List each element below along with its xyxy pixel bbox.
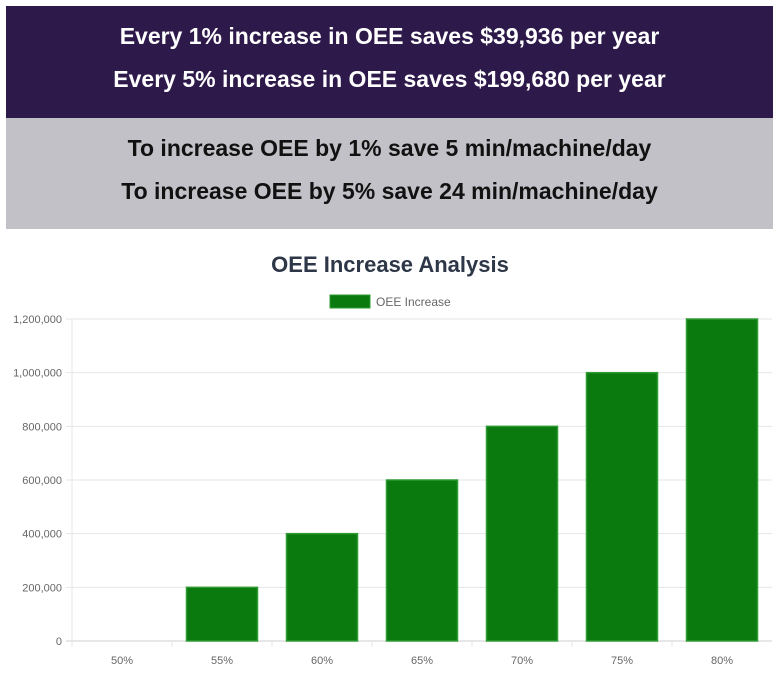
x-tick-label: 70% [511, 655, 533, 667]
savings-per-1-percent-text: Every 1% increase in OEE saves $39,936 p… [119, 23, 660, 49]
y-tick-label: 200,000 [22, 582, 62, 594]
x-tick-label: 50% [111, 655, 133, 667]
bar-75pct[interactable] [585, 371, 659, 642]
legend-swatch[interactable] [329, 294, 371, 309]
oee-chart: OEE Increase Analysis OEE Increase 0 200,… [0, 236, 780, 678]
y-tick-label: 1,000,000 [13, 368, 62, 380]
time-savings-banner: To increase OEE by 1% save 5 min/machine… [6, 118, 773, 229]
chart-legend[interactable]: OEE Increase [329, 294, 451, 309]
time-to-increase-1-percent-text: To increase OEE by 1% save 5 min/machine… [127, 135, 652, 161]
x-tick-label: 75% [611, 655, 633, 667]
bar-55pct[interactable] [185, 586, 259, 642]
bar-80pct[interactable] [685, 318, 759, 642]
legend-label[interactable]: OEE Increase [376, 295, 451, 309]
x-tick-label: 80% [711, 655, 733, 667]
y-tick-label: 800,000 [22, 421, 62, 433]
chart-title: OEE Increase Analysis [271, 252, 509, 277]
y-tick-label: 400,000 [22, 529, 62, 541]
time-to-increase-5-percent-text: To increase OEE by 5% save 24 min/machin… [121, 178, 658, 204]
savings-per-5-percent-text: Every 5% increase in OEE saves $199,680 … [113, 66, 666, 92]
bar-60pct[interactable] [285, 532, 359, 642]
y-tick-label: 600,000 [22, 475, 62, 487]
savings-banner: Every 1% increase in OEE saves $39,936 p… [6, 6, 773, 118]
y-tick-label: 1,200,000 [13, 314, 62, 326]
x-tick-label: 65% [411, 655, 433, 667]
y-tick-label: 0 [56, 636, 62, 648]
chart-bars [185, 318, 759, 642]
x-tick-label: 55% [211, 655, 233, 667]
bar-65pct[interactable] [385, 479, 459, 642]
x-axis: 50% 55% 60% 65% 70% 75% 80% [71, 641, 733, 667]
bar-70pct[interactable] [485, 425, 559, 642]
chart-canvas: OEE Increase Analysis OEE Increase 0 200,… [13, 252, 772, 667]
x-tick-label: 60% [311, 655, 333, 667]
y-axis: 0 200,000 400,000 600,000 800,000 1,000,000 1,… [13, 314, 73, 648]
